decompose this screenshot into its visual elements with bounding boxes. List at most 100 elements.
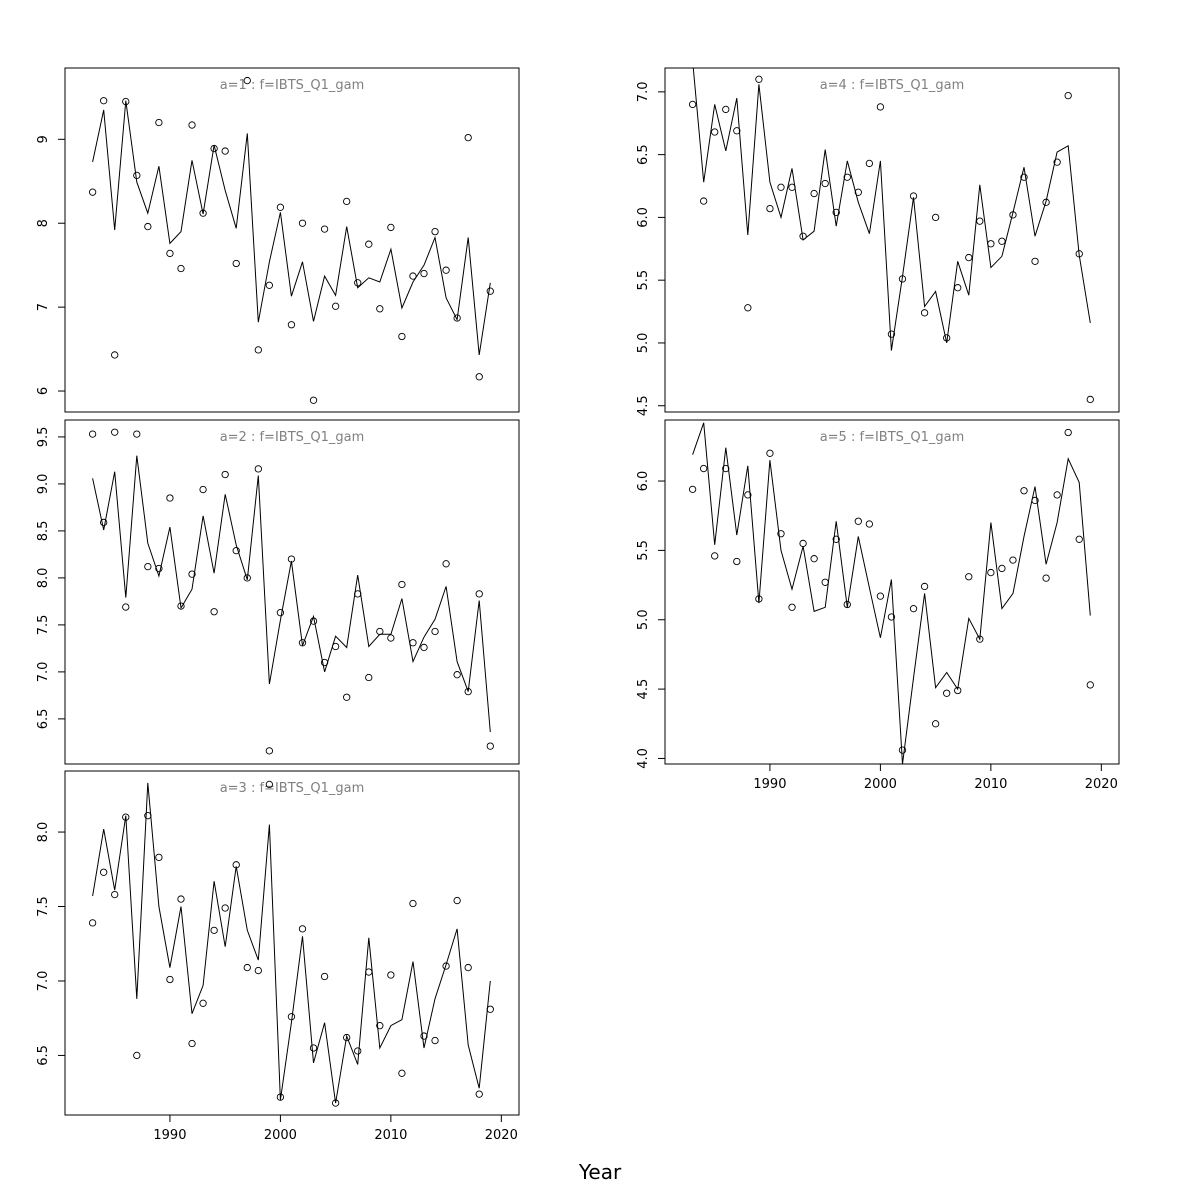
observed-point	[711, 552, 719, 560]
observed-point	[409, 639, 417, 647]
x-tick-label: 2000	[264, 1128, 297, 1143]
observed-point	[442, 962, 450, 970]
observed-point	[931, 720, 940, 728]
observed-point	[155, 118, 163, 127]
observed-point	[1053, 491, 1061, 499]
observed-point	[155, 853, 163, 862]
y-tick-label: 7	[36, 303, 51, 311]
observed-point	[943, 334, 951, 342]
fitted-line	[92, 782, 491, 1104]
observed-point	[898, 275, 907, 283]
observed-point	[100, 97, 108, 105]
observed-point	[287, 1013, 296, 1021]
observed-point	[876, 103, 885, 111]
fitted-line	[692, 422, 1091, 764]
observed-point	[722, 105, 730, 114]
observed-point	[320, 658, 329, 667]
observed-point	[398, 1069, 406, 1077]
y-tick-label: 9.5	[36, 427, 51, 448]
observed-point	[287, 321, 296, 329]
y-tick-label: 6.0	[636, 207, 651, 228]
observed-point	[331, 1099, 340, 1107]
observed-point	[733, 557, 741, 566]
observed-point	[909, 604, 918, 613]
observed-point	[1020, 487, 1028, 495]
observed-point	[188, 1039, 196, 1048]
observed-point	[688, 100, 697, 109]
observed-point	[810, 555, 818, 563]
observed-point	[1042, 198, 1050, 206]
observed-point	[420, 269, 428, 278]
panel-title: a=4 : f=IBTS_Q1_gam	[820, 78, 965, 93]
y-tick-label: 5.5	[636, 270, 651, 291]
observed-point	[442, 560, 450, 568]
observed-point	[1075, 535, 1083, 543]
observed-point	[354, 279, 362, 287]
observed-point	[387, 634, 395, 642]
observed-point	[777, 183, 785, 191]
plot-area	[92, 782, 491, 1104]
y-tick-label: 7.0	[36, 662, 51, 683]
panel-title: a=3 : f=IBTS_Q1_gam	[220, 781, 365, 796]
observed-point	[188, 121, 196, 129]
observed-point	[376, 1021, 384, 1030]
y-tick-label: 4.5	[636, 679, 651, 700]
observed-point	[409, 272, 417, 280]
y-tick-label: 6.5	[36, 709, 51, 730]
observed-point	[887, 330, 896, 338]
y-tick-label: 5.0	[636, 333, 651, 354]
observed-point	[486, 1005, 494, 1013]
observed-point	[298, 219, 307, 227]
panel-frame	[64, 419, 520, 765]
x-tick-label: 1990	[753, 777, 786, 792]
observed-point	[442, 266, 450, 274]
observed-point	[766, 204, 774, 213]
observed-point	[843, 600, 851, 609]
observed-point	[177, 264, 185, 273]
observed-point	[987, 568, 995, 577]
observed-point	[453, 896, 461, 905]
observed-point	[821, 578, 829, 586]
observed-point	[387, 223, 395, 232]
observed-point	[122, 97, 130, 106]
observed-point	[420, 643, 428, 652]
observed-point	[276, 203, 285, 211]
y-tick-label: 9.0	[36, 474, 51, 495]
observed-point	[144, 812, 152, 820]
observed-point	[1009, 211, 1017, 219]
observed-point	[221, 147, 229, 155]
observed-point	[431, 627, 439, 636]
observed-point	[464, 963, 472, 972]
y-tick-label: 8.0	[36, 822, 51, 843]
observed-point	[755, 595, 763, 603]
observed-point	[365, 240, 373, 248]
observed-point	[799, 232, 807, 240]
observed-point	[387, 971, 395, 979]
observed-point	[688, 485, 697, 494]
panel-a5: a=5 : f=IBTS_Q1_gam 4.0 4.5 5.0 5.5 6.0 1990 20…	[636, 419, 1120, 792]
observed-point	[177, 602, 185, 610]
y-tick-label: 7.5	[36, 615, 51, 636]
y-tick-label: 4.0	[636, 748, 651, 769]
observed-point	[976, 217, 984, 225]
observed-point	[854, 188, 862, 196]
observed-point	[254, 966, 262, 975]
y-tick-label: 8.0	[36, 568, 51, 589]
observed-point	[777, 530, 785, 538]
observed-point	[920, 582, 929, 591]
observed-point	[464, 687, 472, 696]
observed-point	[1009, 556, 1017, 564]
y-tick-label: 6.5	[36, 1045, 51, 1066]
observed-point	[909, 192, 918, 200]
observed-point	[298, 925, 307, 933]
observed-point	[998, 564, 1006, 573]
y-tick-label: 7.0	[636, 82, 651, 103]
observed-point	[144, 562, 152, 571]
observed-point	[221, 904, 229, 912]
plot-area	[692, 68, 1091, 351]
observed-point	[722, 464, 730, 473]
observed-point	[1042, 574, 1050, 582]
observed-point	[453, 671, 461, 679]
observed-point	[998, 237, 1006, 245]
observed-point	[111, 890, 119, 899]
